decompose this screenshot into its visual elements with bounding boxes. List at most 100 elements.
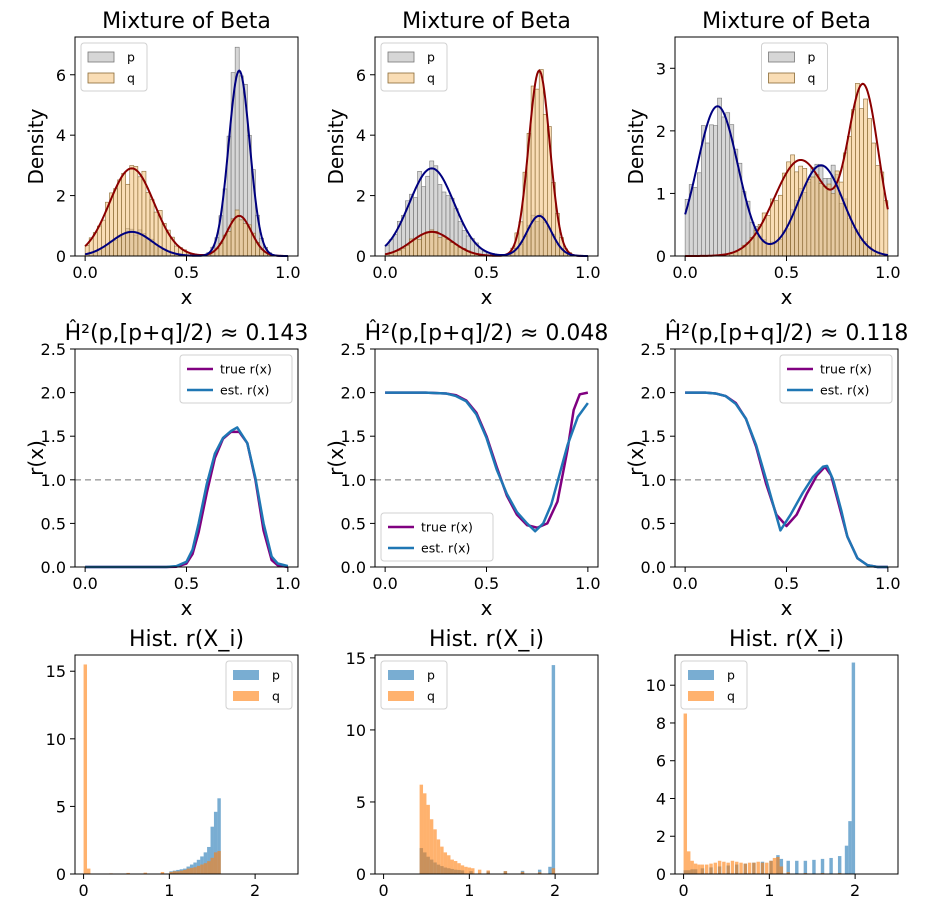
hist-bar-q xyxy=(772,857,777,874)
hist-bar-q xyxy=(806,179,812,257)
hist-bar-q xyxy=(433,829,437,874)
y-tick-label: 1.0 xyxy=(341,471,366,490)
y-tick-label: 5 xyxy=(56,797,66,816)
y-tick-label: 4 xyxy=(656,789,666,808)
hist-bar-p xyxy=(692,187,698,257)
hist-bar-q xyxy=(756,861,760,874)
hist-bar-q xyxy=(847,136,852,257)
est-r-line xyxy=(685,391,888,569)
kde-curve-p xyxy=(84,69,288,257)
hist-bar-q xyxy=(429,819,434,874)
hist-bar-p xyxy=(837,856,842,874)
hist-bar-p xyxy=(210,826,214,874)
x-tick-label: 1 xyxy=(464,881,474,900)
hist-bar-q xyxy=(97,225,102,257)
legend-item: est. r(x) xyxy=(787,383,869,398)
hist-bar-q xyxy=(447,855,451,874)
hist-bar-q xyxy=(722,861,726,874)
legend-box xyxy=(380,660,448,710)
hist-bar-q xyxy=(189,867,194,874)
kde-curve-q xyxy=(685,82,889,257)
hist-bar-q xyxy=(133,166,139,257)
y-tick-label: 1.5 xyxy=(641,427,666,446)
legend-label: p xyxy=(427,50,435,65)
y-tick-label: 10 xyxy=(46,730,66,749)
hist-bar-q xyxy=(690,860,694,874)
hist-bar-q xyxy=(186,868,190,874)
hist-bar-p xyxy=(705,142,710,257)
legend-label: true r(x) xyxy=(421,520,473,535)
legend: pq xyxy=(380,42,448,92)
hist-bar-q xyxy=(121,173,126,257)
hist-bar-q xyxy=(169,871,173,874)
hist-bar-q xyxy=(765,862,769,874)
hist-bar-p xyxy=(217,798,221,874)
hist-bar-q xyxy=(193,867,197,874)
legend-swatch-p xyxy=(768,51,795,63)
hist-bar-q xyxy=(396,250,402,257)
hist-bar-q xyxy=(534,88,540,257)
x-tick-label: 0 xyxy=(678,881,688,900)
hist-bar-q xyxy=(179,870,184,874)
hist-bar-q xyxy=(693,863,698,874)
plot-area xyxy=(375,391,598,533)
hist-bar-q xyxy=(760,862,765,874)
hist-bar-q xyxy=(176,871,180,874)
x-tick-label: 0.5 xyxy=(474,574,499,593)
hist-bar-p xyxy=(812,859,816,874)
x-tick-label: 1 xyxy=(164,881,174,900)
hist-bar-q xyxy=(765,215,771,257)
hist-bar-q xyxy=(537,872,542,874)
y-tick-label: 2.0 xyxy=(341,384,366,403)
hist-bar-q xyxy=(183,869,187,874)
hist-bar-q xyxy=(425,231,431,257)
x-tick-label: 1.0 xyxy=(875,574,900,593)
hist-bar-q xyxy=(450,859,454,874)
legend-label: p xyxy=(272,668,280,683)
legend-item: p xyxy=(768,50,816,65)
hist-bar-q xyxy=(700,864,705,874)
est-r-line xyxy=(385,391,589,533)
hist-bar-q xyxy=(794,171,799,257)
hist-bar-q xyxy=(419,784,424,874)
hist-bar-q xyxy=(471,868,475,874)
hist-bar-q xyxy=(160,871,165,874)
x-tick-label: 0.0 xyxy=(672,574,697,593)
y-tick-label: 2.5 xyxy=(641,340,666,359)
hist-bar-q xyxy=(697,864,701,874)
hist-bar-q xyxy=(769,860,773,874)
y-tick-label: 10 xyxy=(346,721,366,740)
hist-bar-q xyxy=(730,860,735,874)
legend-item: true r(x) xyxy=(787,362,872,377)
x-tick-label: 1.0 xyxy=(575,574,600,593)
plot-area xyxy=(83,664,221,874)
y-tick-label: 1 xyxy=(656,184,666,203)
plot-area xyxy=(419,665,556,874)
hist-bar-q xyxy=(453,861,458,874)
hist-bar-q xyxy=(859,108,864,257)
legend-item: p xyxy=(87,50,135,65)
y-tick-label: 2.0 xyxy=(641,384,666,403)
hist-bar-p xyxy=(851,662,856,874)
legend-swatch-p xyxy=(688,670,714,680)
hist-bar-q xyxy=(421,233,426,257)
y-tick-label: 4 xyxy=(56,126,66,145)
x-tick-label: 1.0 xyxy=(575,263,600,282)
y-tick-label: 0.0 xyxy=(41,558,66,577)
hist-bar-q xyxy=(826,183,832,257)
hist-bar-q xyxy=(464,866,468,874)
legend-label: p xyxy=(727,668,735,683)
chart-title: Ĥ²(p,[p+q]/2) ≈ 0.048 xyxy=(365,320,609,346)
hist-bar-q xyxy=(542,113,548,257)
hist-bar-q xyxy=(786,872,790,874)
hist-bar-q xyxy=(433,230,439,257)
y-tick-label: 6 xyxy=(56,66,66,85)
hist-bar-q xyxy=(776,857,780,874)
hist-bar-p xyxy=(537,869,542,874)
hist-bar-p xyxy=(207,846,211,874)
hist-bar-q xyxy=(683,713,688,874)
chart-title: Mixture of Beta xyxy=(702,9,871,34)
legend-swatch-q xyxy=(233,691,259,701)
x-tick-label: 1.0 xyxy=(875,263,900,282)
